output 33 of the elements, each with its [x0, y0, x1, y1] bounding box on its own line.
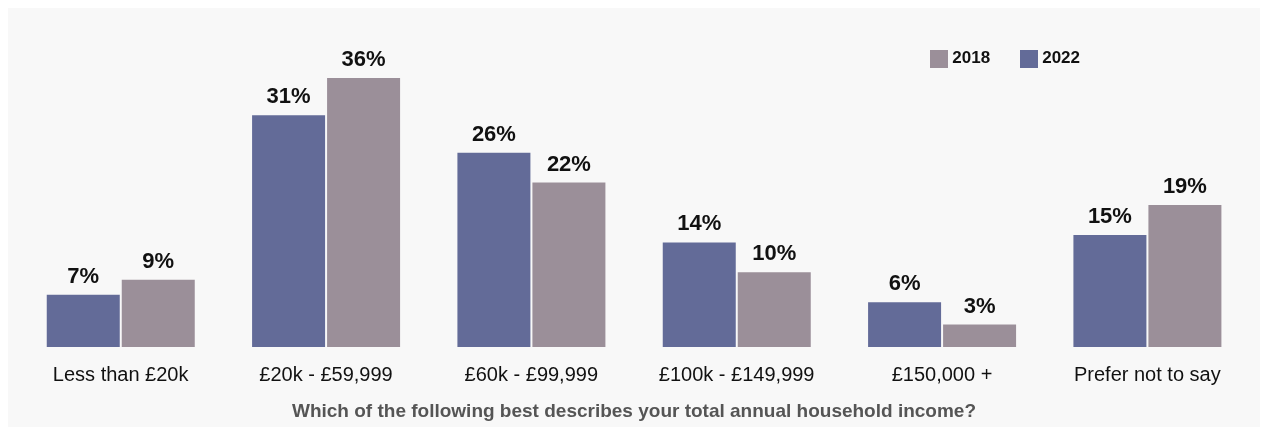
- data-label: 7%: [67, 262, 100, 288]
- bar: [327, 78, 401, 347]
- x-tick-label: £60k - £99,999: [464, 363, 599, 386]
- data-label: 9%: [142, 247, 175, 273]
- bar: [868, 302, 942, 347]
- x-tick-label: £20k - £59,999: [259, 363, 393, 386]
- data-label: 26%: [471, 120, 516, 146]
- data-label: 31%: [266, 83, 311, 109]
- x-axis-title: Which of the following best describes your total annual household income?: [291, 400, 977, 421]
- data-label: 36%: [341, 46, 386, 71]
- bar: [46, 294, 120, 347]
- data-label: 10%: [752, 240, 797, 266]
- data-label: 19%: [1162, 173, 1207, 199]
- bar: [457, 152, 531, 347]
- data-label: 15%: [1087, 202, 1132, 228]
- legend-label: 2018: [952, 48, 991, 67]
- x-tick-label: £150,000 +: [891, 363, 993, 386]
- x-tick-label: Less than £20k: [52, 363, 190, 386]
- bar: [1148, 205, 1222, 347]
- bar: [121, 279, 195, 347]
- data-label: 14%: [677, 210, 722, 236]
- x-tick-label: £100k - £149,999: [658, 363, 815, 386]
- bar: [737, 272, 811, 347]
- data-label: 22%: [546, 150, 591, 176]
- bar: [532, 182, 606, 347]
- data-label: 3%: [963, 292, 996, 318]
- bar: [662, 242, 736, 347]
- bar: [252, 115, 326, 347]
- legend-label: 2022: [1042, 48, 1080, 67]
- bar: [943, 324, 1017, 347]
- bar: [1073, 234, 1147, 347]
- x-tick-label: Prefer not to say: [1073, 363, 1221, 386]
- data-label: 6%: [888, 270, 921, 296]
